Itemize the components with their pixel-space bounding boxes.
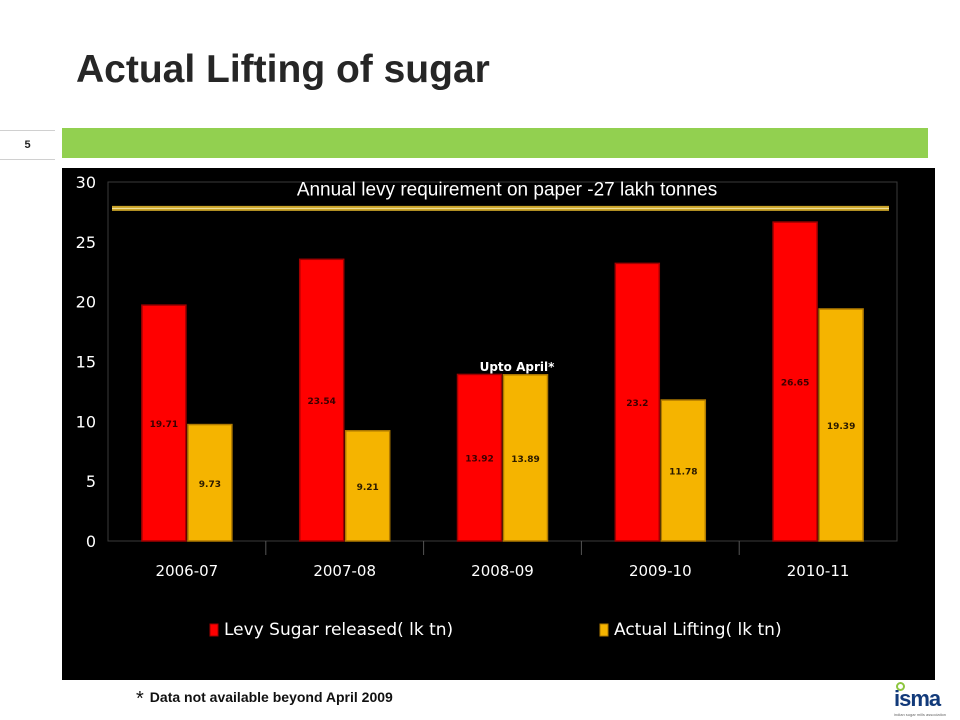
- footnote-star: *: [136, 688, 144, 710]
- y-tick-label: 10: [76, 412, 96, 431]
- data-label: 13.89: [511, 455, 539, 465]
- levy-bar: [772, 221, 818, 542]
- y-tick-label: 5: [86, 472, 96, 491]
- chart-panel: 0 5 10 15 20 25 30 2006-07 2007-08 2008-09 2009-10…: [62, 168, 935, 680]
- data-label: 23.54: [307, 397, 335, 407]
- x-tick-label: 2006-07: [156, 562, 219, 580]
- y-tick-label: 0: [86, 532, 96, 551]
- isma-logo: isma indian sugar mills association: [884, 680, 956, 720]
- x-tick-label: 2010-11: [787, 562, 850, 580]
- header-accent-bar: [62, 128, 928, 158]
- slide-number: 5: [0, 130, 55, 160]
- lifting-bar: [660, 399, 707, 542]
- legend-swatch-lifting: [599, 623, 609, 637]
- y-tick-label: 25: [76, 233, 96, 252]
- x-tick-label: 2007-08: [313, 562, 376, 580]
- annotation-upto-april: Upto April*: [480, 360, 556, 374]
- data-label: 13.92: [465, 455, 493, 465]
- levy-bar: [141, 304, 187, 542]
- lifting-bar: [818, 308, 864, 542]
- lifting-bar: [187, 423, 233, 542]
- y-tick-label: 20: [76, 293, 96, 312]
- x-tick-label: 2008-09: [471, 562, 534, 580]
- data-label: 9.73: [199, 480, 221, 490]
- footnote-text: Data not available beyond April 2009: [149, 689, 393, 705]
- lifting-bar: [502, 374, 549, 542]
- legend-label: Levy Sugar released( lk tn): [224, 620, 453, 640]
- y-tick-label: 30: [76, 173, 96, 192]
- legend-label: Actual Lifting( lk tn): [614, 620, 782, 640]
- bar-chart: 0 5 10 15 20 25 30 2006-07 2007-08 2008-09 2009-10…: [76, 173, 898, 640]
- data-label: 19.71: [150, 420, 178, 430]
- levy-bar: [614, 262, 661, 542]
- lifting-bar: [344, 430, 391, 542]
- data-label: 26.65: [781, 379, 809, 389]
- plot-area: [107, 181, 898, 542]
- reference-line-label: Annual levy requirement on paper -27 lak…: [297, 179, 717, 200]
- footnote: * Data not available beyond April 2009: [136, 688, 393, 711]
- data-label: 19.39: [827, 422, 855, 432]
- page-title: Actual Lifting of sugar: [76, 48, 490, 91]
- data-label: 11.78: [669, 468, 697, 478]
- data-label: 9.21: [357, 483, 379, 493]
- leaf-icon: [896, 682, 905, 691]
- x-tick-label: 2009-10: [629, 562, 692, 580]
- legend-swatch-levy: [209, 623, 219, 637]
- y-tick-label: 15: [76, 353, 96, 372]
- data-label: 23.2: [626, 399, 648, 409]
- levy-bar: [298, 258, 345, 542]
- logo-wordmark: isma: [894, 686, 941, 711]
- logo-tagline: indian sugar mills association: [894, 712, 947, 717]
- levy-bar: [456, 373, 503, 542]
